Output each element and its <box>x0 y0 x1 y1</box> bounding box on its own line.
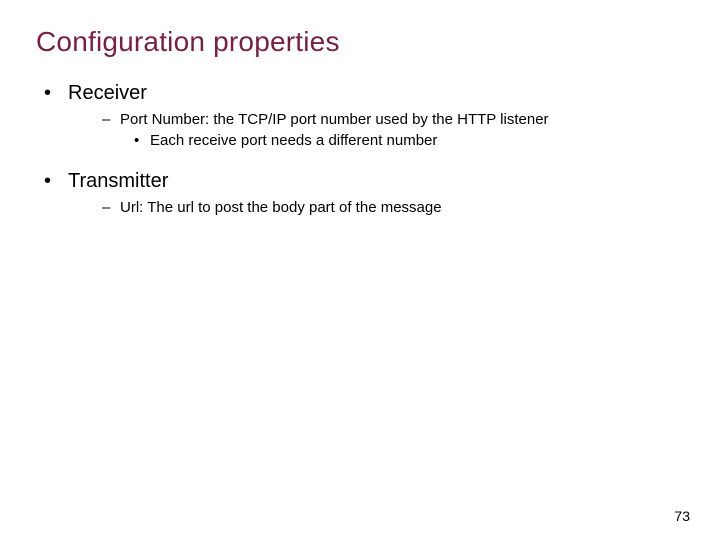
dash-icon: – <box>102 199 120 216</box>
transmitter-sublist: –Url: The url to post the body part of t… <box>102 199 442 216</box>
receiver-section: •Receiver –Port Number: the TCP/IP port … <box>44 82 549 149</box>
dash-icon: – <box>102 111 120 128</box>
receiver-sublist: –Port Number: the TCP/IP port number use… <box>102 111 549 149</box>
receiver-label: Receiver <box>68 82 147 104</box>
transmitter-url-item: –Url: The url to post the body part of t… <box>102 199 442 216</box>
bullet-icon: • <box>44 170 68 193</box>
receiver-port-text: Port Number: the TCP/IP port number used… <box>120 111 549 128</box>
transmitter-label: Transmitter <box>68 170 168 192</box>
transmitter-url-text: Url: The url to post the body part of th… <box>120 199 442 216</box>
receiver-item: •Receiver –Port Number: the TCP/IP port … <box>44 82 549 149</box>
slide: Configuration properties •Receiver –Port… <box>0 0 720 540</box>
slide-title: Configuration properties <box>36 26 340 58</box>
receiver-port-sublist: •Each receive port needs a different num… <box>134 132 549 149</box>
bullet-icon: • <box>44 82 68 105</box>
transmitter-item: •Transmitter –Url: The url to post the b… <box>44 170 442 216</box>
dot-icon: • <box>134 132 150 149</box>
transmitter-section: •Transmitter –Url: The url to post the b… <box>44 170 442 216</box>
page-number: 73 <box>674 508 690 524</box>
receiver-port-item: –Port Number: the TCP/IP port number use… <box>102 111 549 149</box>
receiver-port-note-text: Each receive port needs a different numb… <box>150 132 437 149</box>
receiver-port-note: •Each receive port needs a different num… <box>134 132 549 149</box>
